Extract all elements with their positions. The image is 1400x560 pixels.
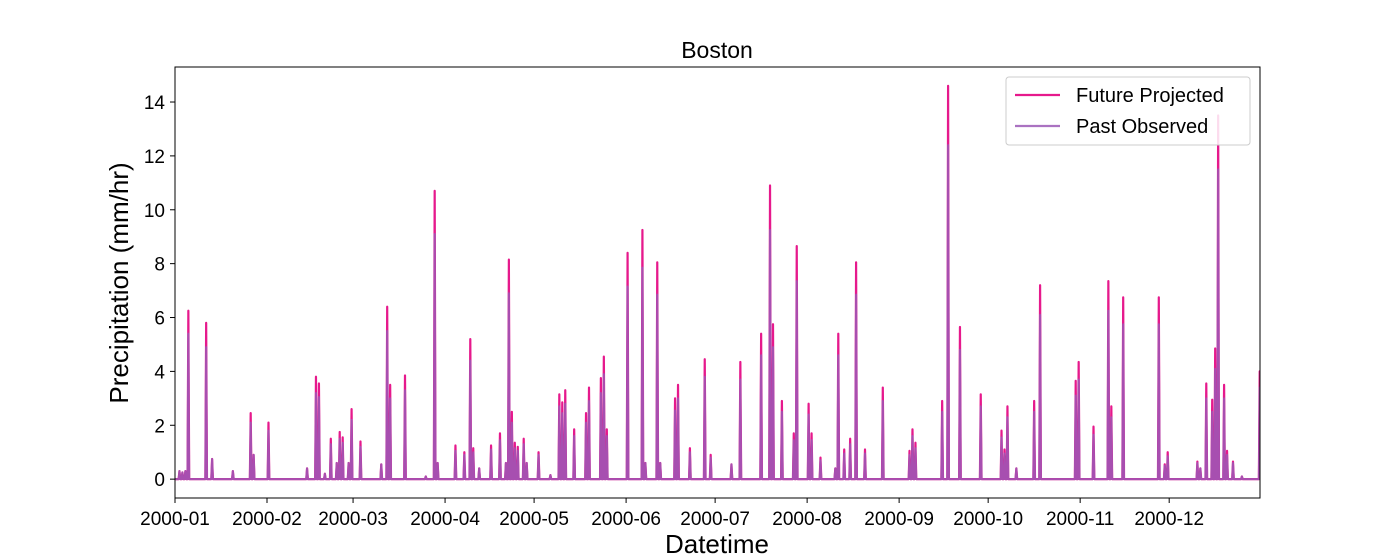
y-tick-label: 4 [154, 362, 165, 383]
y-axis-label: Precipitation (mm/hr) [104, 162, 134, 403]
y-tick-label: 0 [154, 470, 165, 491]
x-axis: 2000-01 2000-02 2000-03 2000-04 2000-05 2000-… [140, 498, 1204, 530]
x-tick-label: 2000-12 [1134, 509, 1204, 530]
plot-frame [174, 66, 1261, 499]
y-tick-label: 12 [144, 147, 165, 168]
x-tick-label: 2000-05 [499, 509, 569, 530]
x-tick-label: 2000-06 [591, 509, 661, 530]
x-tick-label: 2000-08 [772, 509, 842, 530]
x-tick-label: 2000-07 [680, 509, 750, 530]
x-tick-label: 2000-09 [864, 509, 934, 530]
legend-label: Past Observed [1076, 116, 1208, 138]
series-line-past-observed [175, 144, 1260, 481]
y-tick-label: 2 [154, 416, 165, 437]
legend-label: Future Projected [1076, 85, 1224, 107]
y-axis: 0 2 4 6 8 10 12 14 [144, 93, 175, 491]
x-tick-label: 2000-10 [953, 509, 1023, 530]
x-tick-label: 2000-11 [1046, 509, 1114, 530]
y-tick-label: 10 [144, 201, 165, 222]
x-tick-label: 2000-04 [410, 509, 480, 530]
legend-box [1005, 76, 1251, 146]
series-layer [175, 84, 1260, 481]
x-tick-label: 2000-03 [318, 509, 388, 530]
x-axis-label: Datetime [665, 529, 769, 559]
chart-title: Boston [681, 37, 753, 63]
y-tick-label: 6 [154, 309, 165, 330]
legend: Future Projected Past Observed [1005, 76, 1251, 146]
y-tick-label: 14 [144, 93, 166, 114]
plot-area [174, 66, 1261, 499]
y-tick-label: 8 [154, 255, 165, 276]
x-tick-label: 2000-02 [232, 509, 302, 530]
x-tick-label: 2000-01 [140, 509, 210, 530]
